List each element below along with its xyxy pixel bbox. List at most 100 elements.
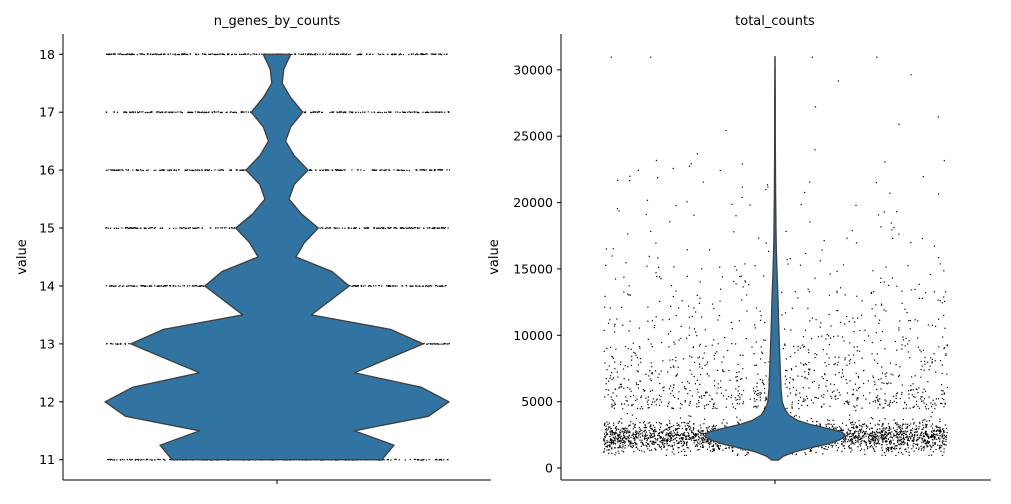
data-point <box>125 227 126 228</box>
data-point <box>623 435 624 436</box>
data-point <box>380 228 381 229</box>
data-point <box>861 438 862 439</box>
data-point <box>861 425 862 426</box>
data-point <box>627 413 628 414</box>
data-point <box>349 111 350 112</box>
data-point <box>931 426 932 427</box>
data-point <box>702 430 703 431</box>
data-point <box>740 419 741 420</box>
data-point <box>689 435 690 436</box>
data-point <box>221 112 222 113</box>
data-point <box>890 402 891 403</box>
data-point <box>655 431 656 432</box>
data-point <box>882 450 883 451</box>
data-point <box>690 451 691 452</box>
data-point <box>843 439 844 440</box>
data-point <box>818 336 819 337</box>
data-point <box>815 452 816 453</box>
data-point <box>137 459 138 460</box>
data-point <box>808 374 809 375</box>
data-point <box>709 446 710 447</box>
data-point <box>665 435 666 436</box>
data-point <box>135 111 136 112</box>
data-point <box>609 436 610 437</box>
data-point <box>663 437 664 438</box>
data-point <box>623 451 624 452</box>
data-point <box>644 451 645 452</box>
data-point <box>860 431 861 432</box>
data-point <box>793 387 794 388</box>
data-point <box>943 451 944 452</box>
data-point <box>898 426 899 427</box>
data-point <box>366 54 367 55</box>
data-point <box>875 446 876 447</box>
data-point <box>626 439 627 440</box>
data-point <box>444 343 445 344</box>
data-point <box>645 425 646 426</box>
data-point <box>691 430 692 431</box>
violin-body <box>105 54 449 459</box>
data-point <box>385 228 386 229</box>
data-point <box>150 459 151 460</box>
data-point <box>872 353 873 354</box>
data-point <box>132 170 133 171</box>
data-point <box>210 227 211 228</box>
data-point <box>604 423 605 424</box>
data-point <box>929 420 930 421</box>
data-point <box>617 447 618 448</box>
data-point <box>850 444 851 445</box>
data-point <box>677 423 678 424</box>
data-point <box>381 285 382 286</box>
y-tick-label: 11 <box>39 452 55 467</box>
data-point <box>621 441 622 442</box>
data-point <box>929 455 930 456</box>
data-point <box>699 444 700 445</box>
data-point <box>433 343 434 344</box>
data-point <box>746 454 747 455</box>
data-point <box>673 387 674 388</box>
data-point <box>843 376 844 377</box>
data-point <box>650 424 651 425</box>
data-point <box>710 441 711 442</box>
data-point <box>905 428 906 429</box>
data-point <box>610 440 611 441</box>
data-point <box>401 169 402 170</box>
data-point <box>401 227 402 228</box>
data-point <box>118 286 119 287</box>
data-point <box>698 436 699 437</box>
data-point <box>639 450 640 451</box>
data-point <box>182 112 183 113</box>
data-point <box>232 112 233 113</box>
data-point <box>702 431 703 432</box>
data-point <box>927 434 928 435</box>
data-point <box>930 445 931 446</box>
data-point <box>702 446 703 447</box>
data-point <box>336 170 337 171</box>
data-point <box>183 227 184 228</box>
data-point <box>922 392 923 393</box>
data-point <box>115 343 116 344</box>
data-point <box>884 452 885 453</box>
data-point <box>626 262 627 263</box>
data-point <box>699 298 700 299</box>
data-point <box>611 448 612 449</box>
data-point <box>882 455 883 456</box>
data-point <box>146 228 147 229</box>
data-point <box>346 54 347 55</box>
data-point <box>632 443 633 444</box>
data-point <box>180 286 181 287</box>
data-point <box>192 170 193 171</box>
data-point <box>891 442 892 443</box>
data-point <box>670 446 671 447</box>
data-point <box>303 54 304 55</box>
data-point <box>386 112 387 113</box>
data-point <box>869 435 870 436</box>
data-point <box>939 427 940 428</box>
data-point <box>178 54 179 55</box>
data-point <box>811 400 812 401</box>
data-point <box>427 54 428 55</box>
data-point <box>687 432 688 433</box>
data-point <box>371 112 372 113</box>
data-point <box>661 446 662 447</box>
data-point <box>171 170 172 171</box>
